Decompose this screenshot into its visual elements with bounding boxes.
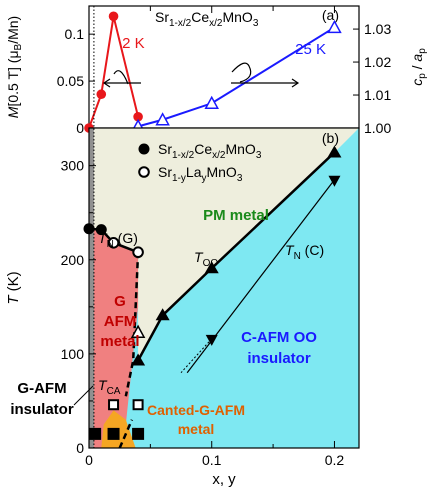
region-pm-metal (89, 128, 359, 361)
marker-open-circle (107, 237, 120, 249)
panel-b-x-tick-label: 0.2 (325, 452, 345, 468)
panel-a-ylabel-right: cp / ap (409, 48, 428, 86)
tca-annotation: TCA (98, 377, 121, 397)
panel-a-ylabel-left: M[0.5 T] (μB/Mn) (5, 16, 24, 118)
series-point (327, 19, 342, 34)
g-afm-insulator-pointer (73, 385, 94, 406)
series-line-1 (137, 26, 335, 128)
series-point (204, 95, 219, 110)
region-g-afm-insulator (89, 128, 94, 448)
panel-b-y-tick-label: 0 (76, 440, 84, 456)
panel-b-y-tick-label: 300 (61, 158, 85, 174)
marker-filled-triangle-up (204, 261, 219, 274)
marker-filled-triangle-up (155, 308, 170, 321)
canted-dashed-boundary (118, 419, 134, 449)
marker-filled-triangle-down (205, 334, 218, 346)
marker-open-circle (132, 246, 144, 259)
right-axis-arrow-icon (231, 62, 300, 88)
g-afm-metal-label-1: G (114, 293, 126, 310)
legend-filled-circle-marker (138, 143, 150, 155)
panel-b-y-tick-label: 200 (61, 252, 85, 268)
panel-a-left-tick-label: 0 (76, 120, 84, 136)
panel-b-x-tick-label: 0 (85, 452, 93, 468)
series-line-0 (88, 16, 140, 129)
canted-label-2: metal (178, 421, 215, 437)
tn-c-annotation: TN (C) (285, 242, 324, 262)
panel-b-xlabel: x, y (212, 471, 236, 488)
tn-g-boundary-line (88, 227, 139, 254)
panel-a: (a) Sr1-x/2Cex/2MnO3 0 0.05 0.1 1.00 1.01 1.… (5, 5, 428, 136)
panel-b-label: (b) (322, 130, 339, 146)
marker-filled-triangle-up (131, 353, 146, 366)
panel-b-frame (88, 127, 360, 449)
left-axis-arrow-icon (102, 70, 141, 88)
marker-filled-square (107, 427, 120, 440)
too-boundary-line (136, 151, 336, 362)
panel-a-right-tick-label: 1.01 (364, 87, 391, 103)
tn-g-annotation: TN (G) (98, 230, 138, 250)
marker-filled-triangle-down (328, 175, 341, 187)
panel-a-label: (a) (322, 7, 339, 23)
too-annotation: TOO (194, 249, 218, 269)
c-afm-label-1: C-AFM OO (241, 329, 317, 346)
panel-a-frame (88, 5, 360, 129)
g-afm-metal-label-2: AFM (104, 313, 137, 330)
series-label: 2 K (122, 35, 145, 52)
panel-b: (b) 0 100 200 300 0 0.1 0.2 PM metal G AFM met… (0, 6, 360, 488)
marker-filled-square (89, 427, 102, 440)
legend-entry-la: Sr1-yLayMnO3 (158, 164, 243, 184)
panel-b-ylabel: T (K) (5, 271, 22, 304)
c-afm-label-2: insulator (247, 350, 311, 367)
legend-open-circle-marker (138, 166, 150, 178)
panel-b-x-tick-label: 0.1 (202, 452, 222, 468)
series-point (133, 111, 143, 122)
g-afm-insulator-label-bg (0, 373, 86, 423)
panel-a-right-tick-label: 1.00 (364, 120, 391, 136)
canted-label-1: Canted-G-AFM (147, 402, 245, 418)
g-afm-metal-label-3: metal (100, 333, 139, 350)
panel-a-left-tick-label: 0.05 (57, 73, 84, 89)
pm-metal-label: PM metal (203, 207, 269, 224)
marker-filled-circle (95, 224, 107, 236)
marker-filled-triangle-up (327, 145, 342, 158)
legend: Sr1-x/2Cex/2MnO3 Sr1-yLayMnO3 (138, 141, 262, 184)
panel-a-left-tick-label: 0.1 (65, 26, 85, 42)
series-point (155, 112, 170, 126)
marker-filled-circle (83, 223, 95, 235)
series-point (96, 89, 107, 100)
panel-b-y-tick-label: 100 (61, 346, 85, 362)
legend-entry-ce: Sr1-x/2Cex/2MnO3 (158, 141, 262, 161)
marker-open-square (132, 399, 144, 411)
panel-a-formula: Sr1-x/2Cex/2MnO3 (155, 9, 259, 29)
marker-open-square (108, 399, 120, 411)
panel-a-right-tick-label: 1.02 (364, 54, 391, 70)
series-label: 25 K (295, 41, 326, 58)
panel-a-right-tick-label: 1.03 (364, 21, 391, 37)
series-point (108, 11, 119, 22)
g-afm-insulator-label-2: insulator (10, 401, 74, 418)
g-afm-insulator-label-1: G-AFM (17, 380, 66, 397)
marker-open-triangle-up (130, 324, 146, 338)
marker-filled-square (132, 427, 145, 440)
